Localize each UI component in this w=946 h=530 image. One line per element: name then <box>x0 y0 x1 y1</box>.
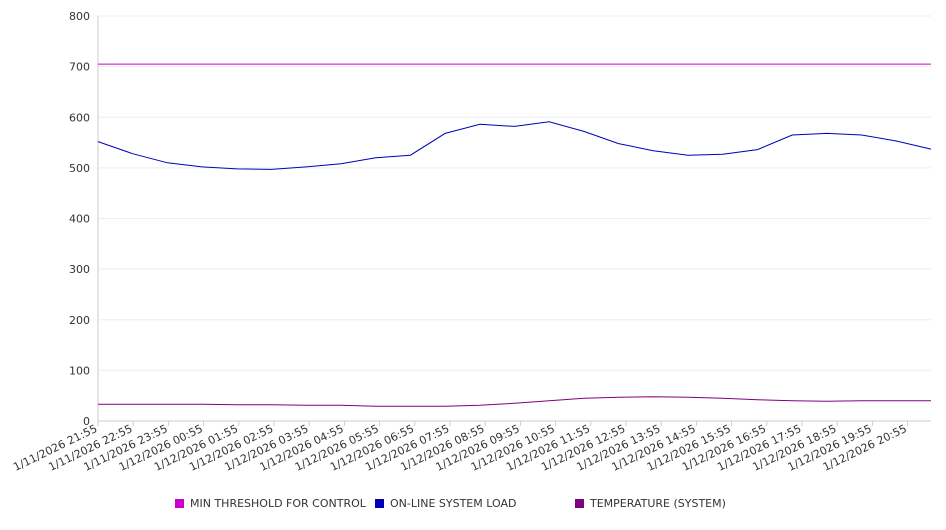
series-line-temperature <box>98 396 931 407</box>
legend-label-system-load: ON-LINE SYSTEM LOAD <box>390 497 517 510</box>
legend-item-system-load[interactable]: ON-LINE SYSTEM LOAD <box>375 497 516 510</box>
y-tick-label: 400 <box>69 213 90 226</box>
legend-item-min-threshold[interactable]: MIN THRESHOLD FOR CONTROL <box>175 497 366 510</box>
legend-label-min-threshold: MIN THRESHOLD FOR CONTROL <box>190 497 366 510</box>
legend-swatch-temperature <box>575 499 584 508</box>
legend-swatch-min-threshold <box>175 499 184 508</box>
legend-swatch-system-load <box>375 499 384 508</box>
y-tick-label: 700 <box>69 61 90 74</box>
series-lines <box>97 63 932 407</box>
x-axis-tick-labels: 1/11/2026 21:551/11/2026 22:551/11/2026 … <box>11 422 909 474</box>
y-tick-label: 200 <box>69 314 90 327</box>
y-tick-label: 800 <box>69 10 90 23</box>
legend: MIN THRESHOLD FOR CONTROL ON-LINE SYSTEM… <box>0 497 946 515</box>
legend-item-temperature[interactable]: TEMPERATURE (SYSTEM) <box>575 497 726 510</box>
y-tick-label: 0 <box>83 415 90 428</box>
y-axis-tick-labels: 0 100 200 300 400 500 600 700 800 <box>69 10 90 428</box>
legend-label-temperature: TEMPERATURE (SYSTEM) <box>590 497 726 510</box>
y-tick-label: 100 <box>69 364 90 377</box>
axes <box>97 16 909 426</box>
y-tick-label: 300 <box>69 263 90 276</box>
y-tick-label: 600 <box>69 111 90 124</box>
gridlines <box>98 15 931 422</box>
y-tick-label: 500 <box>69 162 90 175</box>
series-line-system-load <box>97 121 932 170</box>
